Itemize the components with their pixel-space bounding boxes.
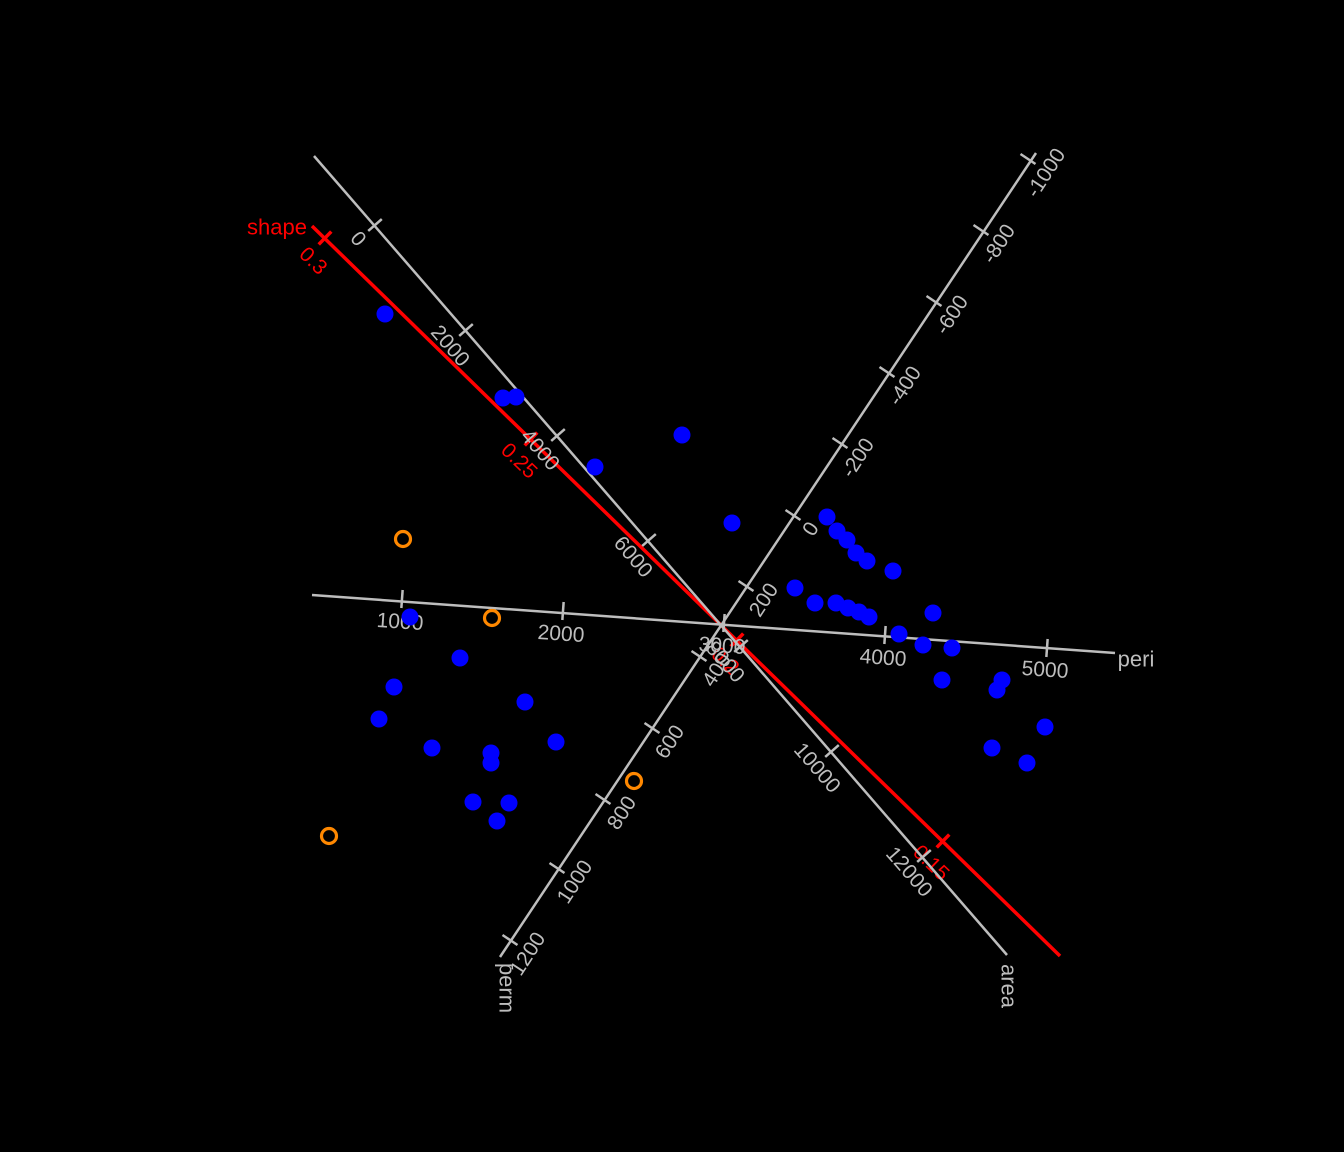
tick-perm--600	[925, 294, 943, 308]
outlier-point	[482, 608, 502, 628]
data-point	[401, 608, 419, 626]
data-point	[1018, 754, 1036, 772]
axis-line-perm	[498, 152, 1038, 958]
data-point	[884, 562, 902, 580]
axis-title-area: area	[997, 964, 1022, 1009]
data-point	[723, 514, 741, 532]
tick-area-12000	[916, 849, 932, 863]
data-point	[500, 794, 518, 812]
tick-perm--200	[831, 436, 849, 450]
tick-area-2000	[458, 323, 474, 337]
data-point	[586, 458, 604, 476]
tick-perm-800	[594, 792, 612, 806]
tick-peri-4000	[883, 625, 887, 645]
tick-shape-0.25	[523, 431, 539, 447]
tick-area-0	[367, 218, 383, 232]
data-point	[673, 426, 691, 444]
tick-perm-1200	[501, 933, 519, 947]
outlier-point	[393, 529, 413, 549]
data-point	[890, 625, 908, 643]
tick-perm-400	[690, 649, 708, 663]
tick-label-peri-3000: 3000	[698, 633, 746, 659]
tick-peri-1000	[400, 589, 404, 609]
tick-perm--400	[878, 365, 896, 379]
data-point	[786, 579, 804, 597]
tick-label-perm--600: -600	[931, 291, 973, 339]
data-point	[838, 531, 856, 549]
tick-perm-0	[784, 508, 802, 522]
axis-line-shape	[310, 224, 1062, 958]
tick-label-peri-5000: 5000	[1021, 657, 1069, 683]
tick-label-peri-4000: 4000	[859, 645, 907, 671]
data-point	[423, 739, 441, 757]
tick-area-4000	[550, 428, 566, 442]
axis-title-perm: perm	[495, 963, 520, 1013]
tick-label-perm--1000: -1000	[1022, 144, 1071, 202]
data-point	[376, 305, 394, 323]
tick-peri-2000	[561, 601, 565, 621]
data-point	[516, 693, 534, 711]
data-point	[914, 636, 932, 654]
data-point	[860, 608, 878, 626]
data-point	[488, 812, 506, 830]
data-point	[451, 649, 469, 667]
data-point	[943, 639, 961, 657]
data-point	[464, 793, 482, 811]
tick-label-shape-0.3: 0.3	[295, 243, 332, 280]
data-point	[507, 388, 525, 406]
tick-peri-3000	[722, 613, 726, 633]
tick-shape-0.2	[729, 632, 745, 648]
data-point	[983, 739, 1001, 757]
tick-area-10000	[824, 744, 840, 758]
tick-perm-1000	[548, 861, 566, 875]
data-point	[370, 710, 388, 728]
data-point	[818, 508, 836, 526]
axis-line-peri	[311, 593, 1116, 655]
tick-label-perm-200: 200	[745, 579, 783, 621]
data-point	[924, 604, 942, 622]
axis-title-shape: shape	[247, 215, 307, 240]
outlier-point	[319, 826, 339, 846]
tick-perm-600	[643, 721, 661, 735]
tick-peri-5000	[1045, 638, 1049, 658]
data-point	[494, 389, 512, 407]
data-point	[933, 671, 951, 689]
tick-perm--1000	[1019, 152, 1037, 166]
data-point	[806, 594, 824, 612]
data-point	[1036, 718, 1054, 736]
axis-line-area	[313, 155, 1008, 956]
axis-title-peri: peri	[1118, 647, 1155, 672]
tick-area-6000	[641, 533, 657, 547]
tick-label-perm--800: -800	[978, 220, 1020, 268]
tick-shape-0.15	[935, 833, 951, 849]
tick-perm-200	[737, 579, 755, 593]
tick-label-perm--400: -400	[884, 362, 926, 410]
tick-label-peri-2000: 2000	[537, 621, 585, 647]
data-point	[988, 681, 1006, 699]
tick-area-8000	[733, 639, 749, 653]
tick-label-perm-600: 600	[651, 721, 689, 763]
outlier-point	[624, 771, 644, 791]
tick-perm--800	[972, 223, 990, 237]
data-point	[547, 733, 565, 751]
tick-label-perm-1000: 1000	[553, 856, 598, 908]
tick-shape-0.3	[317, 230, 333, 246]
tick-label-perm-800: 800	[603, 792, 641, 834]
data-point	[858, 552, 876, 570]
tick-label-area-0: 0	[345, 227, 370, 251]
data-point	[482, 754, 500, 772]
data-point	[385, 678, 403, 696]
